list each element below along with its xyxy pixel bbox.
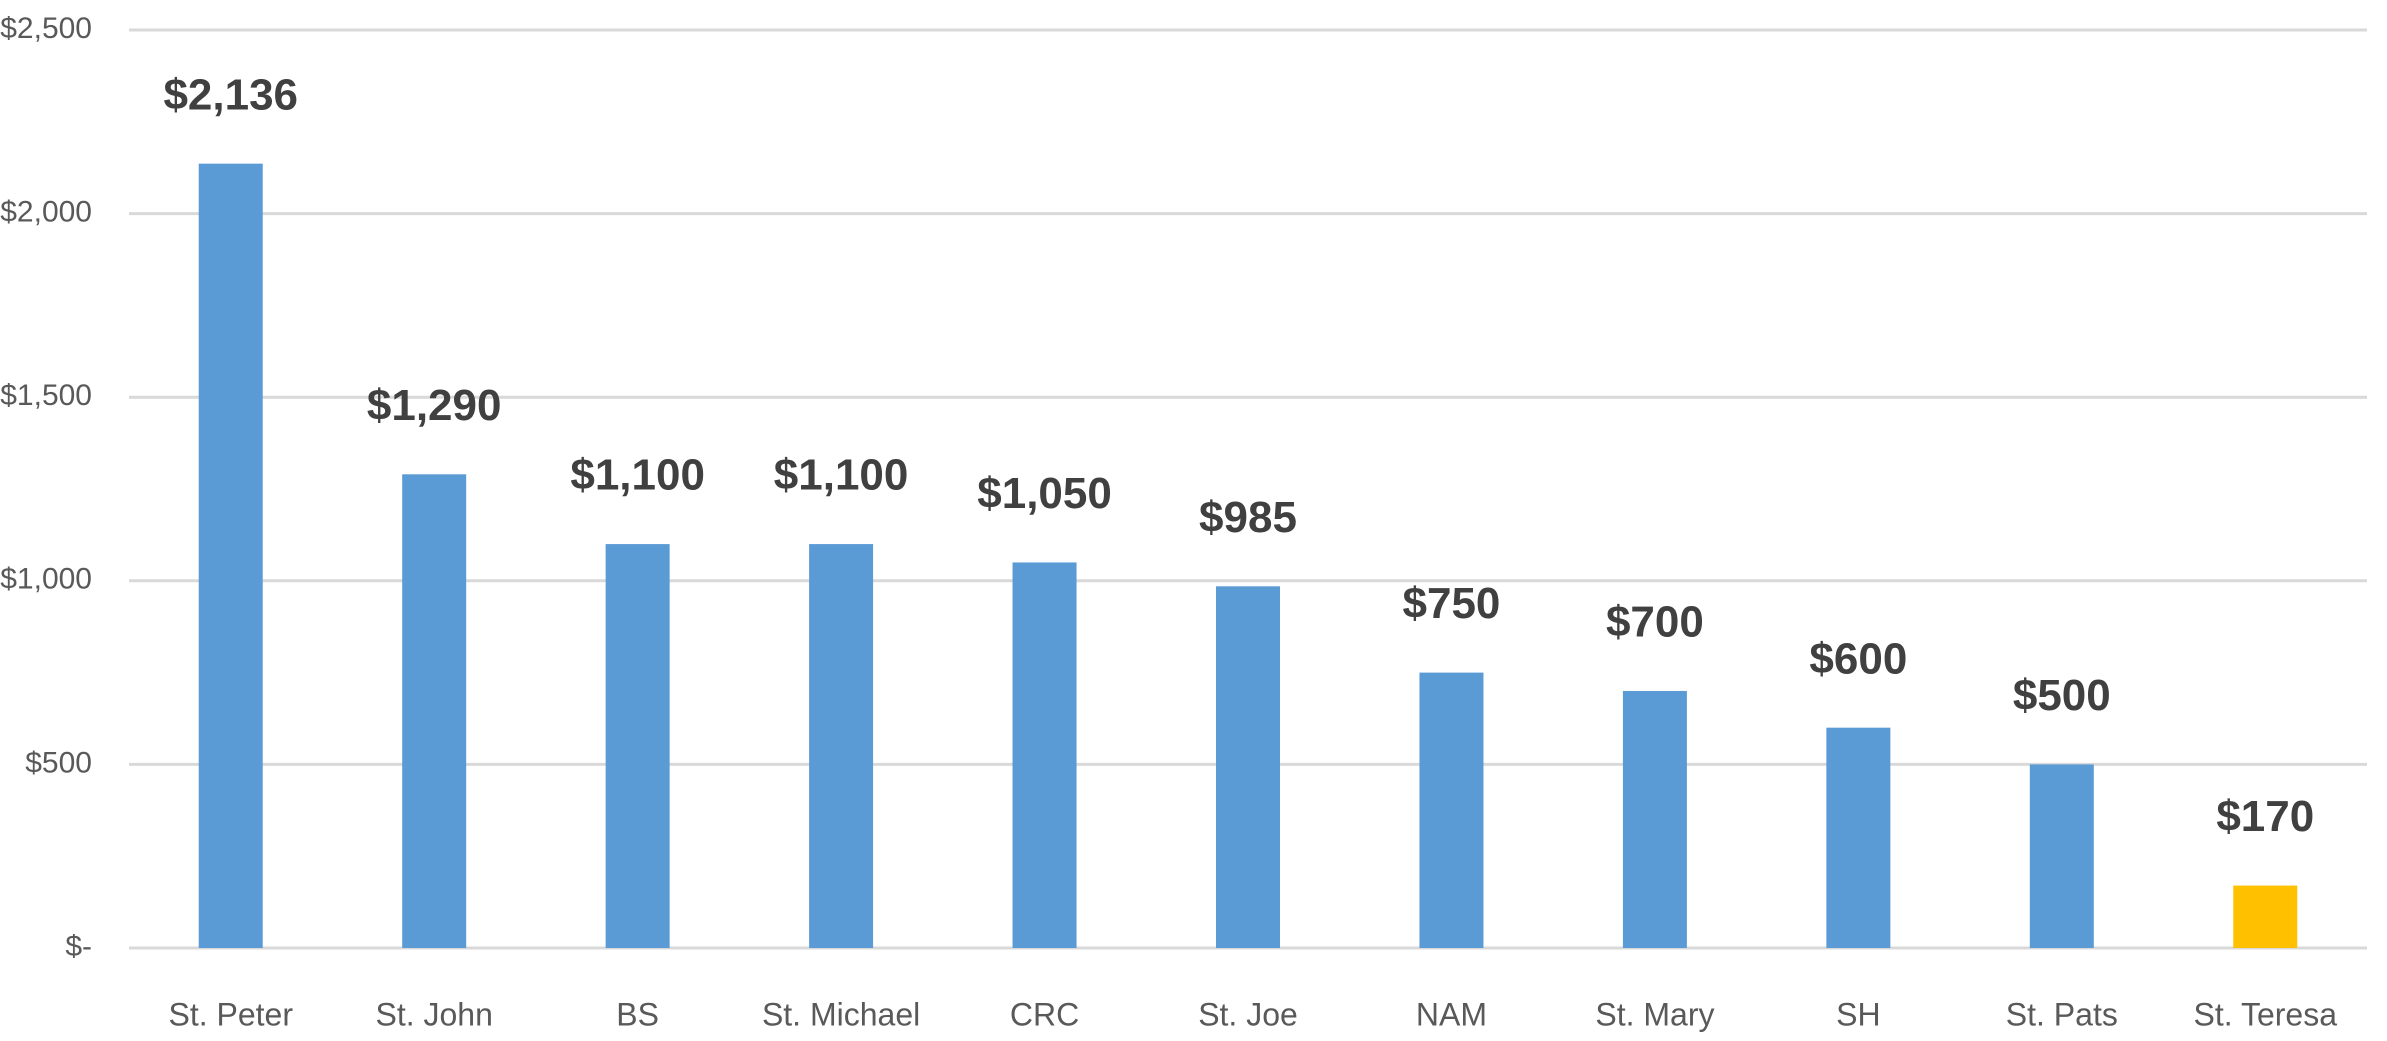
x-tick-label: St. Teresa <box>2194 996 2338 1032</box>
data-label: $700 <box>1606 598 1704 647</box>
x-tick-label: St. Peter <box>168 996 293 1032</box>
y-tick-label: $1,500 <box>0 379 92 412</box>
data-label: $1,050 <box>977 469 1112 518</box>
x-tick-label: CRC <box>1010 996 1079 1032</box>
y-tick-label: $2,500 <box>0 12 92 45</box>
bar <box>1216 586 1280 948</box>
x-tick-label: St. Michael <box>762 996 920 1032</box>
x-tick-label: St. Pats <box>2006 996 2118 1032</box>
data-label: $170 <box>2216 792 2314 841</box>
bar <box>402 474 467 948</box>
y-tick-label: $1,000 <box>0 563 92 596</box>
bar <box>809 544 874 948</box>
data-label: $750 <box>1403 579 1501 628</box>
data-label: $1,290 <box>367 381 502 430</box>
data-label: $1,100 <box>570 451 705 500</box>
data-label: $600 <box>1809 634 1907 683</box>
x-tick-label: NAM <box>1416 996 1487 1032</box>
y-tick-label: $- <box>65 930 92 963</box>
x-tick-label: BS <box>616 996 659 1032</box>
y-tick-label: $2,000 <box>0 196 92 229</box>
x-tick-label: SH <box>1836 996 1880 1032</box>
data-label: $985 <box>1199 493 1297 542</box>
bar <box>1826 727 1891 948</box>
bar <box>1622 690 1687 948</box>
x-tick-label: St. Mary <box>1595 996 1714 1032</box>
data-label: $2,136 <box>163 70 298 119</box>
bar <box>2233 885 2298 948</box>
data-label: $500 <box>2013 671 2111 720</box>
x-tick-label: St. Joe <box>1198 996 1298 1032</box>
bar <box>2029 764 2094 948</box>
bar <box>198 163 263 949</box>
y-tick-label: $500 <box>25 746 92 779</box>
x-tick-label: St. John <box>375 996 492 1032</box>
bar <box>1012 562 1077 948</box>
bar <box>1419 672 1484 948</box>
data-label: $1,100 <box>774 451 909 500</box>
bar <box>605 544 670 948</box>
